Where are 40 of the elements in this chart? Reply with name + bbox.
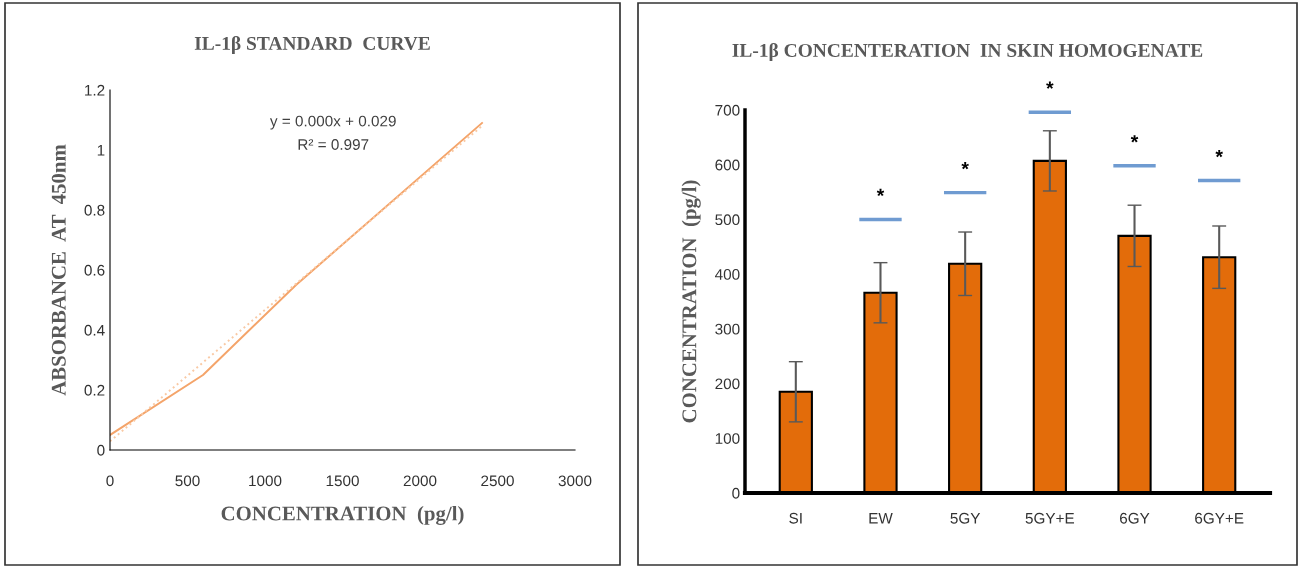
y-axis-title: ABSORBANCE AT 450nm: [51, 144, 66, 396]
x-tick-label: 6GY: [1120, 512, 1150, 524]
x-tick-label: SI: [789, 512, 802, 524]
y-tick-label: 1: [97, 145, 105, 156]
y-tick-label: 500: [715, 214, 740, 226]
y-tick-label: 0.6: [84, 264, 105, 276]
x-tick-label: 0: [106, 475, 114, 487]
chart-title: IL-1β STANDARD CURVE: [194, 36, 430, 54]
text: *: [1046, 81, 1054, 89]
y-tick-label: 0.4: [84, 324, 105, 336]
y-tick-label: 300: [715, 323, 740, 335]
x-tick-label: EW: [869, 513, 893, 524]
x-axis-title: CONCENTRATION (pg/l): [221, 505, 464, 525]
x-tick-label: 6GY+E: [1195, 512, 1244, 524]
x-tick-label: 5GY+E: [1025, 512, 1075, 524]
annotation: *: [876, 188, 885, 197]
y-tick-label: 200: [715, 378, 740, 390]
annotation: *: [1215, 150, 1223, 158]
annotation: *: [961, 162, 969, 170]
chart-title: IL-1β CONCENTERATION IN SKIN HOMOGENATE: [732, 43, 1203, 61]
x-tick-label: 1000: [249, 475, 282, 487]
y-tick-label: 0.8: [84, 204, 105, 216]
x-tick-label: 1500: [326, 475, 359, 487]
y-tick-label: 700: [715, 104, 740, 116]
y-tick-label: 0.2: [84, 384, 105, 396]
y-axis-title: CONCENTRATION (pg/l): [681, 180, 701, 423]
annotation: y = 0.000x + 0.029: [269, 115, 396, 130]
x-tick-label: 5GY: [950, 512, 981, 524]
annotation: *: [1130, 135, 1139, 143]
x-tick-label: 2500: [481, 475, 514, 487]
annotation: R² = 0.997: [298, 139, 369, 150]
y-tick-label: 0: [97, 444, 105, 456]
y-tick-label: 400: [715, 269, 740, 280]
x-tick-label: 500: [175, 475, 200, 487]
y-tick-label: 100: [715, 433, 740, 444]
y-tick-label: 600: [715, 159, 740, 171]
y-tick-label: 1.2: [85, 84, 105, 96]
x-tick-label: 3000: [558, 475, 592, 487]
x-tick-label: 2000: [403, 475, 437, 487]
y-tick-label: 0: [732, 487, 740, 499]
